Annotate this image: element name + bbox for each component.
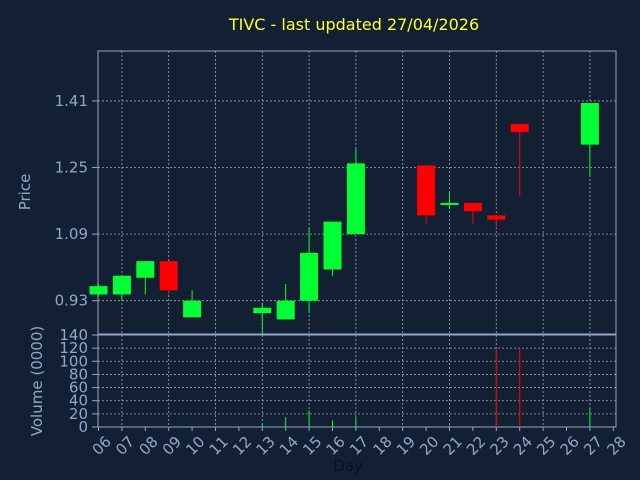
candle-body: [463, 202, 482, 212]
volume-axis-label: Volume (0000): [28, 326, 46, 436]
chart-title: TIVC - last updated 27/04/2026: [228, 15, 479, 34]
candle-body: [346, 163, 365, 235]
price-tick-label: 1.25: [55, 159, 88, 177]
volume-tick-label: 100: [59, 352, 88, 370]
volume-tick-label: 0: [78, 418, 88, 436]
volume-tick-label: 80: [69, 365, 88, 383]
candle-body: [440, 202, 459, 205]
price-plot-frame: [97, 50, 617, 335]
price-axis-label: Price: [16, 174, 34, 211]
candle-body: [323, 221, 342, 270]
candle-body: [300, 252, 319, 301]
volume-tick-label: 120: [59, 339, 88, 357]
candle-body: [112, 275, 131, 295]
volume-tick-label: 140: [59, 326, 88, 344]
candle-body: [89, 286, 108, 295]
price-tick-label: 1.41: [55, 92, 88, 110]
price-panel: 0.93 1.09 1.25 1.41: [55, 50, 617, 335]
candle-body: [417, 165, 436, 216]
candle-body: [487, 215, 506, 220]
candle-body: [510, 123, 529, 133]
candle-body: [136, 261, 155, 278]
volume-plot-frame: [97, 334, 617, 428]
candle-body: [253, 307, 272, 314]
price-tick-label: 1.09: [55, 225, 88, 243]
volume-tick-label: 60: [69, 379, 88, 397]
candle-body: [183, 300, 202, 318]
candle-body: [276, 300, 295, 320]
x-axis-label: Day: [333, 457, 363, 475]
price-tick-label: 0.93: [55, 292, 88, 310]
candle-body: [159, 261, 178, 291]
volume-tick-label: 40: [69, 392, 88, 410]
volume-tick-label: 20: [69, 405, 88, 423]
candle-body: [580, 103, 599, 145]
